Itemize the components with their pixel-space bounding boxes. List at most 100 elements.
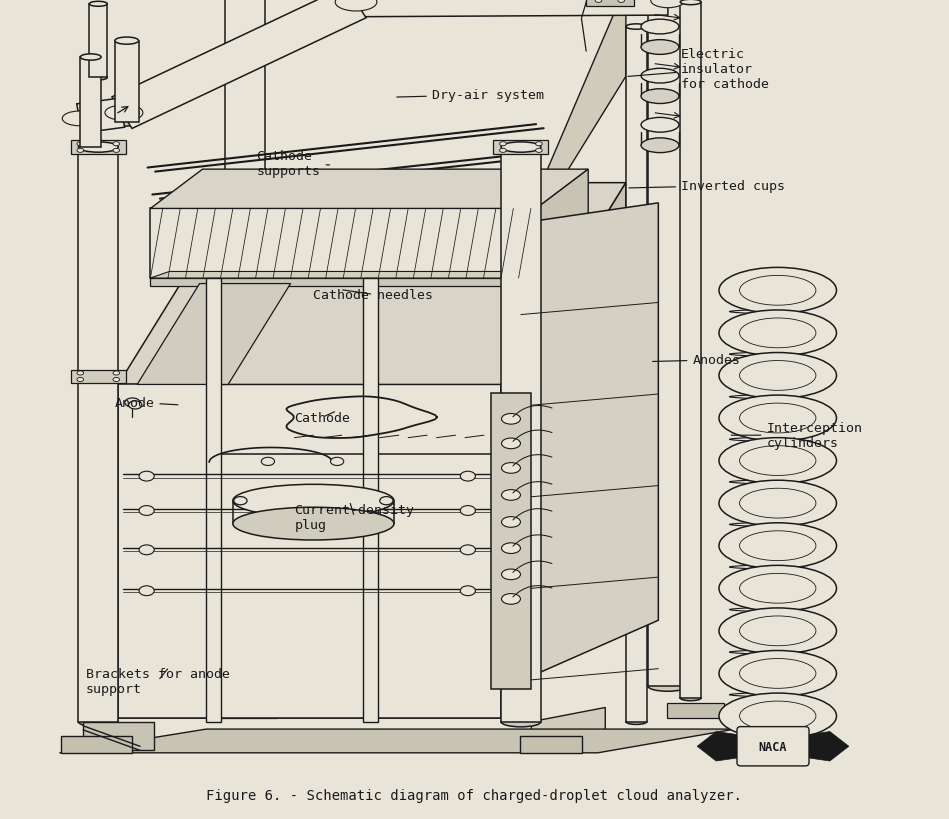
Ellipse shape xyxy=(233,497,247,505)
Ellipse shape xyxy=(739,276,816,305)
Ellipse shape xyxy=(501,143,541,153)
Ellipse shape xyxy=(719,566,836,612)
Ellipse shape xyxy=(77,372,84,376)
Ellipse shape xyxy=(719,523,836,569)
Text: Cathode
supports: Cathode supports xyxy=(256,150,329,179)
Polygon shape xyxy=(60,729,735,753)
Ellipse shape xyxy=(102,105,143,123)
Ellipse shape xyxy=(113,143,120,147)
Ellipse shape xyxy=(335,0,377,12)
Ellipse shape xyxy=(113,149,120,153)
Text: Figure 6. - Schematic diagram of charged-droplet cloud analyzer.: Figure 6. - Schematic diagram of charged… xyxy=(207,789,742,803)
Ellipse shape xyxy=(680,695,701,701)
Ellipse shape xyxy=(330,458,344,466)
Polygon shape xyxy=(501,481,604,493)
Ellipse shape xyxy=(501,517,520,527)
Ellipse shape xyxy=(535,149,542,153)
Polygon shape xyxy=(119,183,626,385)
Ellipse shape xyxy=(79,143,119,153)
Ellipse shape xyxy=(739,404,816,433)
Ellipse shape xyxy=(501,414,520,424)
Ellipse shape xyxy=(719,438,836,484)
Polygon shape xyxy=(501,577,604,589)
Text: NACA: NACA xyxy=(759,740,788,753)
Polygon shape xyxy=(501,513,604,525)
Ellipse shape xyxy=(739,361,816,391)
Ellipse shape xyxy=(79,143,119,153)
Ellipse shape xyxy=(81,55,102,61)
Bar xyxy=(648,0,688,686)
Polygon shape xyxy=(536,170,588,278)
Polygon shape xyxy=(501,0,626,278)
Bar xyxy=(151,209,536,278)
Ellipse shape xyxy=(460,506,475,516)
Ellipse shape xyxy=(140,545,154,555)
Ellipse shape xyxy=(140,472,154,482)
Ellipse shape xyxy=(499,143,506,147)
Bar xyxy=(626,28,646,722)
Ellipse shape xyxy=(501,569,520,580)
Ellipse shape xyxy=(81,145,102,151)
Text: Brackets for anode
support: Brackets for anode support xyxy=(86,667,230,695)
Polygon shape xyxy=(501,449,604,461)
Text: Interception
cylinders: Interception cylinders xyxy=(732,422,863,450)
Ellipse shape xyxy=(129,401,142,410)
Polygon shape xyxy=(119,385,501,717)
Polygon shape xyxy=(501,417,604,429)
Ellipse shape xyxy=(641,20,679,35)
Ellipse shape xyxy=(719,310,836,356)
Text: Dry-air system: Dry-air system xyxy=(397,89,544,102)
Ellipse shape xyxy=(648,681,688,691)
Bar xyxy=(680,3,701,698)
Ellipse shape xyxy=(125,399,140,408)
PathPatch shape xyxy=(698,731,773,761)
Ellipse shape xyxy=(618,0,624,3)
Ellipse shape xyxy=(501,143,541,153)
Text: Current-density
plug: Current-density plug xyxy=(294,504,415,532)
Text: Cathode needles: Cathode needles xyxy=(313,288,434,301)
Ellipse shape xyxy=(89,76,107,81)
Ellipse shape xyxy=(89,2,107,7)
Bar xyxy=(62,736,133,753)
Bar xyxy=(71,370,126,383)
Ellipse shape xyxy=(115,120,139,127)
Ellipse shape xyxy=(651,0,685,9)
Bar xyxy=(151,278,536,287)
Text: Anode: Anode xyxy=(115,396,178,410)
Ellipse shape xyxy=(105,106,140,121)
Ellipse shape xyxy=(79,717,119,727)
Bar xyxy=(119,385,501,717)
Polygon shape xyxy=(151,170,588,209)
Polygon shape xyxy=(138,284,290,385)
Ellipse shape xyxy=(719,353,836,399)
Text: Cathode: Cathode xyxy=(294,411,350,424)
Bar xyxy=(491,393,530,689)
Ellipse shape xyxy=(501,490,520,500)
Bar xyxy=(586,0,634,7)
Ellipse shape xyxy=(641,70,679,84)
Ellipse shape xyxy=(140,586,154,596)
Ellipse shape xyxy=(501,438,520,449)
Ellipse shape xyxy=(77,378,84,382)
Ellipse shape xyxy=(115,38,139,45)
Bar xyxy=(667,704,724,718)
Bar xyxy=(115,42,139,124)
Ellipse shape xyxy=(77,143,84,147)
Bar xyxy=(520,736,582,753)
Ellipse shape xyxy=(641,118,679,133)
Ellipse shape xyxy=(641,41,679,56)
Ellipse shape xyxy=(719,651,836,696)
Ellipse shape xyxy=(63,112,97,127)
Bar xyxy=(225,0,265,686)
Ellipse shape xyxy=(77,149,84,153)
Ellipse shape xyxy=(380,497,393,505)
Ellipse shape xyxy=(113,378,120,382)
Ellipse shape xyxy=(719,268,836,314)
Ellipse shape xyxy=(680,0,701,6)
Ellipse shape xyxy=(739,319,816,348)
Polygon shape xyxy=(77,99,124,133)
FancyBboxPatch shape xyxy=(737,726,809,766)
Ellipse shape xyxy=(739,489,816,518)
Ellipse shape xyxy=(261,458,274,466)
Ellipse shape xyxy=(225,681,265,691)
